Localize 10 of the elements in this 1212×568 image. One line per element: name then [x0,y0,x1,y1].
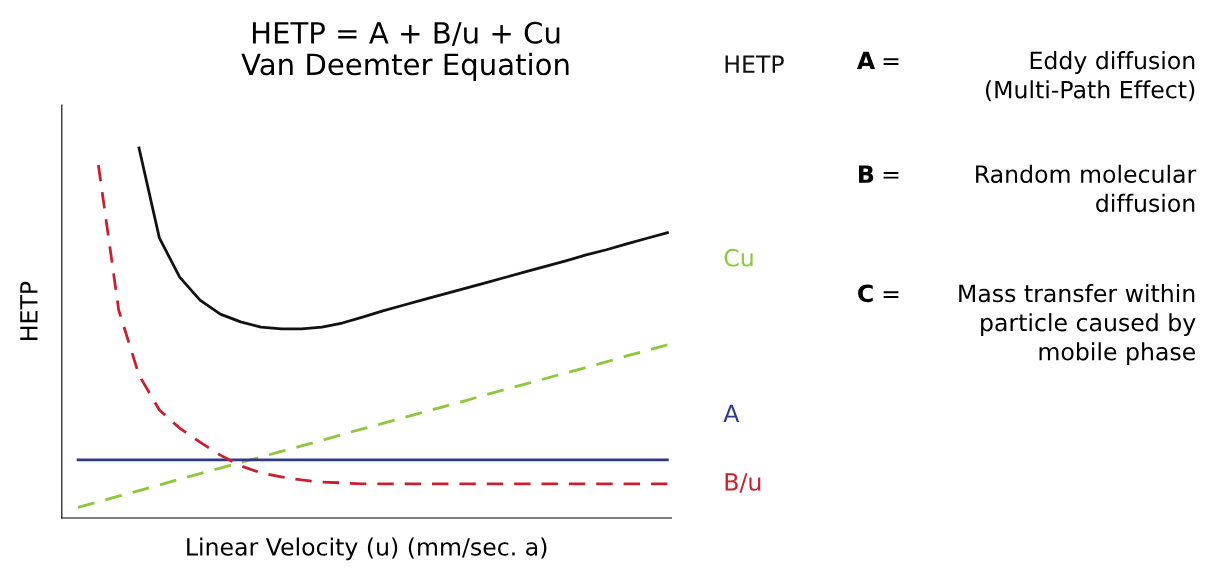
text: B/u [725,473,761,493]
chart-title: HETP = A + B/u + Cu Van Deemter Equation [241,21,569,82]
text: C = Mass transfer within particle caused by mobile phase [858,284,1196,366]
x-axis-title: Linear Velocity (u) (mm/sec. a) [187,537,547,561]
text: B = Random molecular diffusion [859,164,1197,213]
y-axis-title: HETP [725,55,784,73]
text: A [723,404,740,423]
text: Cu [724,248,753,267]
text: HETP [20,281,38,340]
text: A = Eddy diffusion (Multi-Path Effect) [857,51,1195,102]
